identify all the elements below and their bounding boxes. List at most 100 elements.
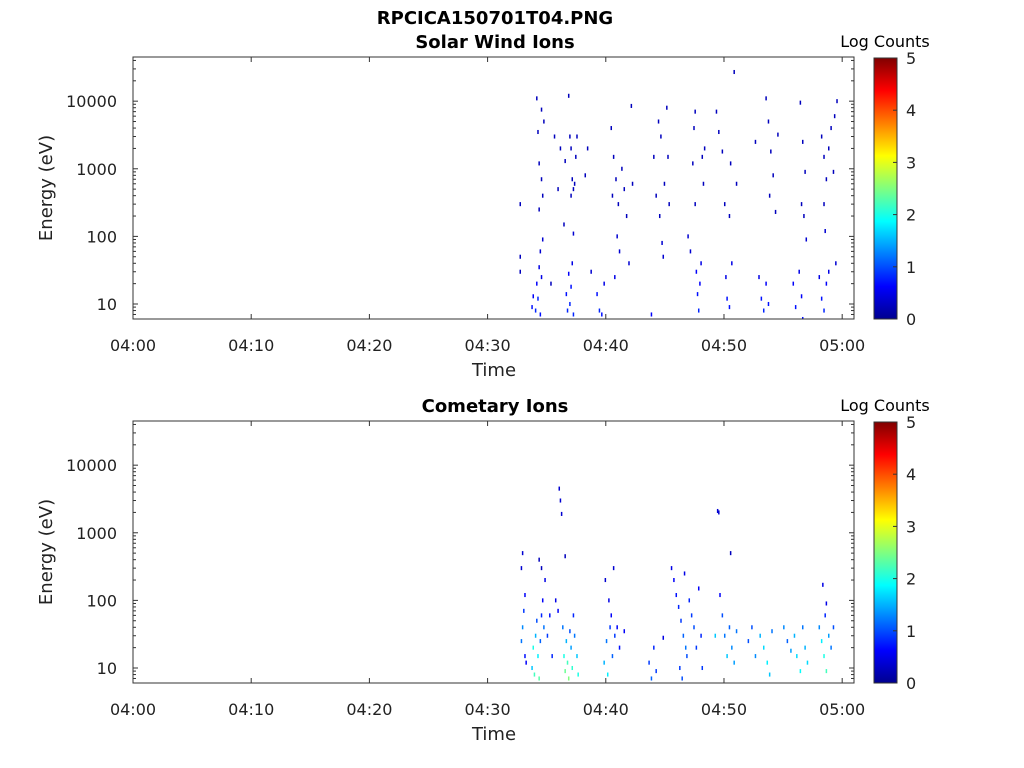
x-tick-label: 04:20 [346,336,392,355]
heatmap-cell [830,645,832,650]
heatmap-cell [714,633,717,638]
x-tick-label: 04:30 [465,700,511,719]
x-tick-label: 04:00 [110,700,156,719]
heatmap-cell [564,669,566,674]
colorbar-cometary: Log Counts 0 1 2 3 4 5 [840,396,930,693]
heatmap-cell [718,129,720,135]
heatmap-cell [820,134,823,139]
heatmap-cell [541,193,544,198]
heatmap-cell [571,177,574,182]
heatmap-cell [655,193,657,198]
colorbar-ticks-cometary: 0 1 2 3 4 5 [893,413,916,693]
heatmap-cell [612,566,615,571]
heatmap-cell [663,181,666,186]
heatmap-cell [557,187,559,192]
heatmap-cell [648,660,650,665]
x-tick-label: 04:10 [228,700,274,719]
heatmap-cell [520,639,523,644]
heatmap-cell [625,214,628,219]
heatmap-cell [771,629,773,634]
heatmap-cell [754,654,757,659]
heatmap-cell [800,202,803,207]
heatmap-cell [823,654,825,659]
heatmap-cell [553,134,556,139]
colorbar-label-cometary: Log Counts [840,396,930,415]
heatmap-cell [539,312,542,317]
heatmap-cell [729,551,732,556]
heatmap-cell [567,271,570,276]
heatmap-cell [759,633,761,638]
heatmap-cell [686,654,688,659]
heatmap-cell [703,146,706,151]
heatmap-cell [823,154,825,159]
heatmap-cell [571,261,574,266]
heatmap-cell [521,625,524,630]
heatmap-cell [612,154,615,159]
heatmap-cell [541,598,544,603]
heatmap-cell [565,639,568,644]
heatmap-cell [653,645,655,650]
heatmap-cell [563,654,565,659]
heatmap-cell [680,618,682,623]
y-tick-label: 100 [86,227,117,246]
heatmap-cell [803,214,805,219]
heatmap-cell [606,672,609,677]
heatmap-cell [731,645,733,650]
heatmap-cell [584,173,587,178]
colorbar-tick-label: 4 [906,101,916,120]
heatmap-cell [536,618,538,623]
heatmap-cell [573,181,576,186]
heatmap-cell [546,633,549,638]
heatmap-cell [830,126,832,131]
heatmap-cell [575,154,577,159]
colorbar-tick-label: 2 [906,570,916,589]
heatmap-cell [572,613,575,618]
heatmap-cell [832,169,835,174]
heatmap-cell [731,261,733,266]
heatmap-cell [570,284,572,289]
heatmap-cell [544,578,546,583]
heatmap-cell [733,69,735,75]
heatmap-cell [520,566,523,571]
colorbar-tick-label: 2 [906,206,916,225]
heatmap-cell [621,166,623,171]
heatmap-cell [550,281,552,286]
heatmap-cell [532,294,534,299]
heatmap-cell [667,154,669,159]
heatmap-cell [537,296,539,301]
heatmap-cell [572,312,575,317]
heatmap-cell [537,654,539,659]
heatmap-cell [762,645,765,650]
heatmap-cell [682,633,685,638]
colorbar-tick-label: 0 [906,674,916,693]
heatmap-cell [689,249,692,254]
heatmap-cell [596,292,598,297]
heatmap-cell [564,159,566,164]
heatmap-cell [536,281,538,286]
heatmap-cell [658,214,661,219]
heatmap-cell [570,645,572,650]
heatmap-cell [543,119,545,124]
heatmap-cell [536,96,538,101]
heatmap-cell [818,275,821,280]
x-axis-label-solar-wind: Time [471,360,516,381]
heatmap-cell [611,193,614,198]
heatmap-cell [801,625,804,630]
heatmap-cell [519,254,521,259]
x-tick-label: 04:40 [583,700,629,719]
heatmap-cell [541,237,544,242]
heatmap-cell [543,625,545,630]
heatmap-cell [662,635,665,640]
heatmap-cell [532,645,534,650]
heatmap-cell [747,639,750,644]
heatmap-cell [609,625,611,630]
heatmap-cell [833,114,836,119]
heatmap-cell [572,231,575,236]
heatmap-cell [660,134,662,139]
heatmap-cell [793,633,796,638]
heatmap-cell [804,645,806,650]
heatmap-cell [567,676,570,681]
heatmap-cell [655,669,657,674]
heatmap-cell [702,181,705,186]
